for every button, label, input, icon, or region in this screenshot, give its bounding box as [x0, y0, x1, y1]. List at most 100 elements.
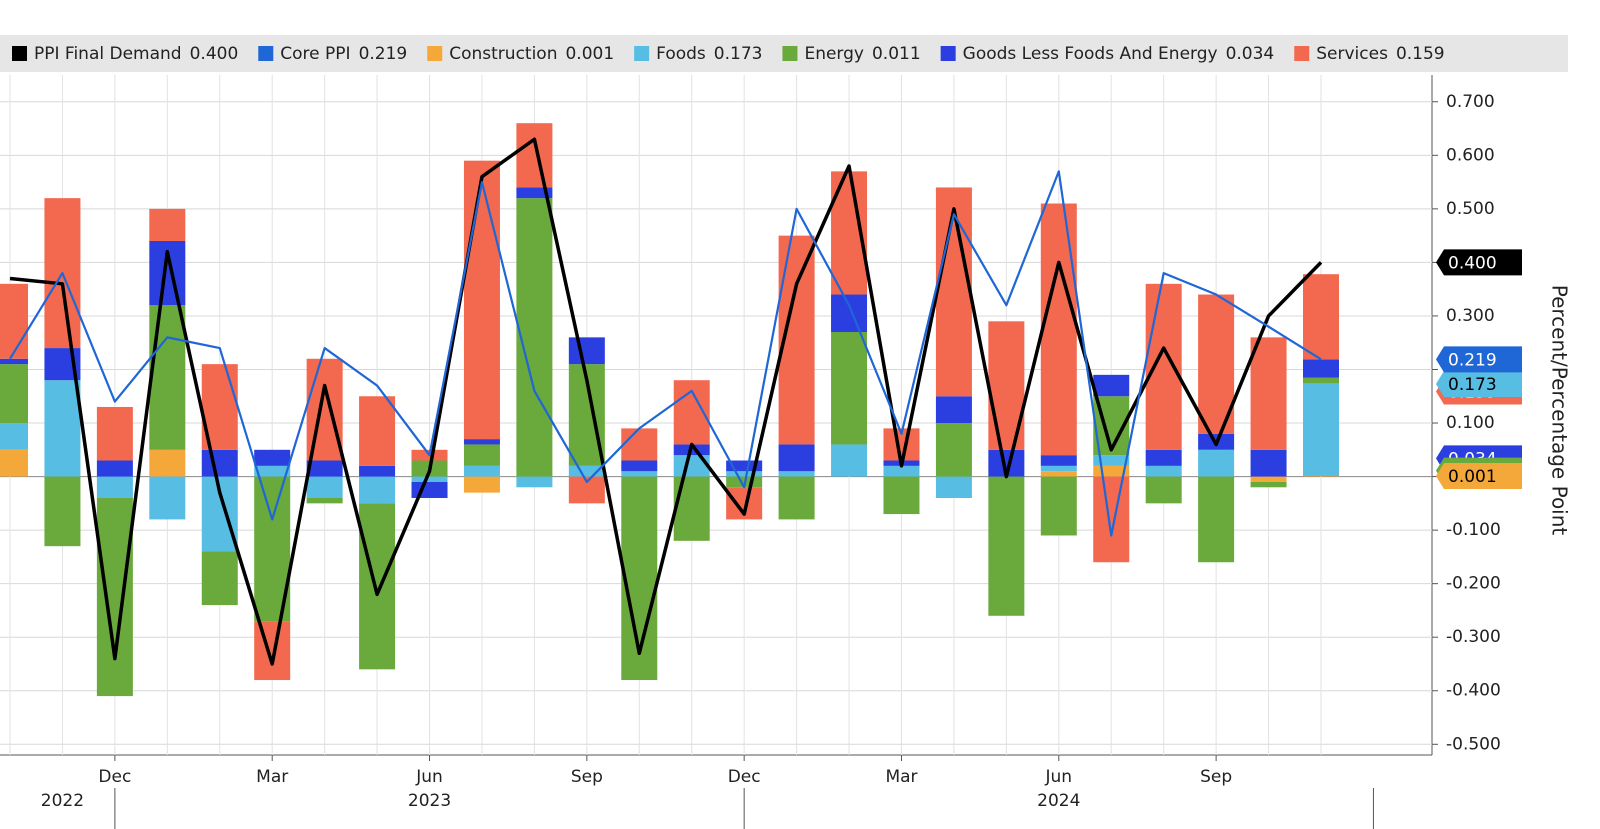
bar-segment: [254, 465, 291, 477]
bar-segment: [201, 551, 238, 606]
x-tick-label: Mar: [885, 767, 917, 787]
bar-segment: [359, 503, 396, 670]
bar-segment: [0, 358, 28, 365]
bar-segment: [621, 471, 658, 477]
y-tick-label: -0.200: [1446, 574, 1501, 594]
bar-segment: [0, 364, 28, 424]
bar-segment: [1303, 274, 1339, 360]
value-tag: 0.173: [1436, 370, 1522, 397]
bar-segment: [1250, 476, 1287, 482]
y-tick-label: 0.300: [1446, 306, 1495, 326]
bar-segment: [516, 476, 553, 488]
bar-segment: [673, 455, 710, 477]
bar-segment: [149, 305, 186, 450]
x-tick-label: Jun: [415, 767, 443, 787]
legend-value: 0.011: [872, 44, 921, 64]
bar-segment: [463, 465, 500, 477]
bar-segment: [411, 476, 448, 482]
legend-name: Goods Less Foods And Energy: [963, 44, 1218, 64]
bar-segment: [516, 123, 553, 188]
legend-name: Core PPI: [280, 44, 350, 64]
bar-segment: [516, 198, 553, 477]
bar-segment: [44, 380, 81, 477]
bar-segment: [359, 465, 396, 477]
x-tick-label: Sep: [571, 767, 603, 787]
bar-segment: [1198, 476, 1235, 563]
y-tick-label: -0.100: [1446, 520, 1501, 540]
y-tick-label: 0.500: [1446, 199, 1495, 219]
bar-segment: [1303, 359, 1339, 378]
bar-segment: [1040, 476, 1077, 536]
bar-segment: [306, 476, 343, 498]
x-tick-label: Mar: [256, 767, 288, 787]
bar-segment: [1250, 337, 1287, 450]
bar-segment: [201, 449, 238, 477]
bar-segment: [621, 428, 658, 461]
value-tag-label: 0.219: [1448, 350, 1497, 370]
legend-swatch: [12, 46, 27, 61]
bar-segment: [778, 476, 815, 520]
bar-segment: [935, 423, 972, 477]
value-tag: 0.001: [1436, 463, 1522, 490]
bar-segment: [1303, 383, 1339, 477]
bar-segment: [1093, 476, 1130, 563]
bar-segment: [726, 460, 763, 472]
bar-segment: [254, 621, 291, 681]
x-tick-label: Dec: [728, 767, 761, 787]
bar-segment: [1145, 465, 1182, 477]
bar-segment: [1145, 476, 1182, 504]
bar-segment: [359, 396, 396, 466]
legend-swatch: [940, 46, 956, 61]
x-tick-label: Jun: [1045, 767, 1073, 787]
legend-swatch: [1294, 46, 1310, 61]
legend-name: Construction: [449, 44, 557, 64]
bar-segment: [1093, 455, 1130, 466]
bar-segment: [96, 406, 133, 461]
line-series: [9, 137, 1323, 666]
value-tag-label: 0.173: [1448, 375, 1497, 395]
bar-segment: [463, 444, 500, 466]
bar-segment: [411, 481, 448, 498]
y-tick-label: 0.700: [1446, 92, 1495, 112]
legend-name: PPI Final Demand: [34, 44, 182, 64]
bar-segment: [254, 449, 291, 466]
x-tick-label: Dec: [98, 767, 131, 787]
bar-segment: [463, 160, 500, 440]
y-tick-label: 0.100: [1446, 413, 1495, 433]
legend-value: 0.034: [1226, 44, 1275, 64]
legend-value: 0.001: [565, 44, 614, 64]
bar-segment: [96, 460, 133, 477]
bar-segment: [0, 283, 28, 359]
bar-segment: [1145, 449, 1182, 466]
bar-segment: [44, 476, 81, 547]
bar-segment: [1303, 476, 1339, 477]
bar-segment: [1145, 283, 1182, 450]
bar-segment: [778, 444, 815, 472]
y-tick-label: -0.300: [1446, 627, 1501, 647]
line-series: [9, 170, 1322, 537]
bar-segment: [831, 332, 868, 445]
bar-segment: [306, 460, 343, 477]
bar-segment: [0, 449, 28, 477]
bar-segment: [149, 476, 186, 520]
bar-segment: [883, 465, 920, 477]
year-label: 2024: [1037, 791, 1080, 811]
bar-segment: [463, 439, 500, 445]
value-tag: 0.400: [1436, 249, 1522, 276]
legend-name: Foods: [656, 44, 706, 64]
bar-segment: [1093, 374, 1130, 397]
value-tag-label: 0.400: [1448, 253, 1497, 273]
bar-segment: [1303, 377, 1339, 384]
legend-value: 0.219: [359, 44, 408, 64]
legend-swatch: [782, 46, 798, 61]
legend-name: Services: [1316, 44, 1388, 64]
year-label: 2023: [408, 791, 451, 811]
year-label: 2022: [41, 791, 84, 811]
value-tag-shape: [1436, 370, 1522, 397]
bar-segment: [621, 460, 658, 472]
y-tick-label: -0.400: [1446, 681, 1501, 701]
bar-segment: [463, 476, 500, 493]
legend-swatch: [258, 46, 274, 61]
bar-segment: [306, 497, 343, 504]
